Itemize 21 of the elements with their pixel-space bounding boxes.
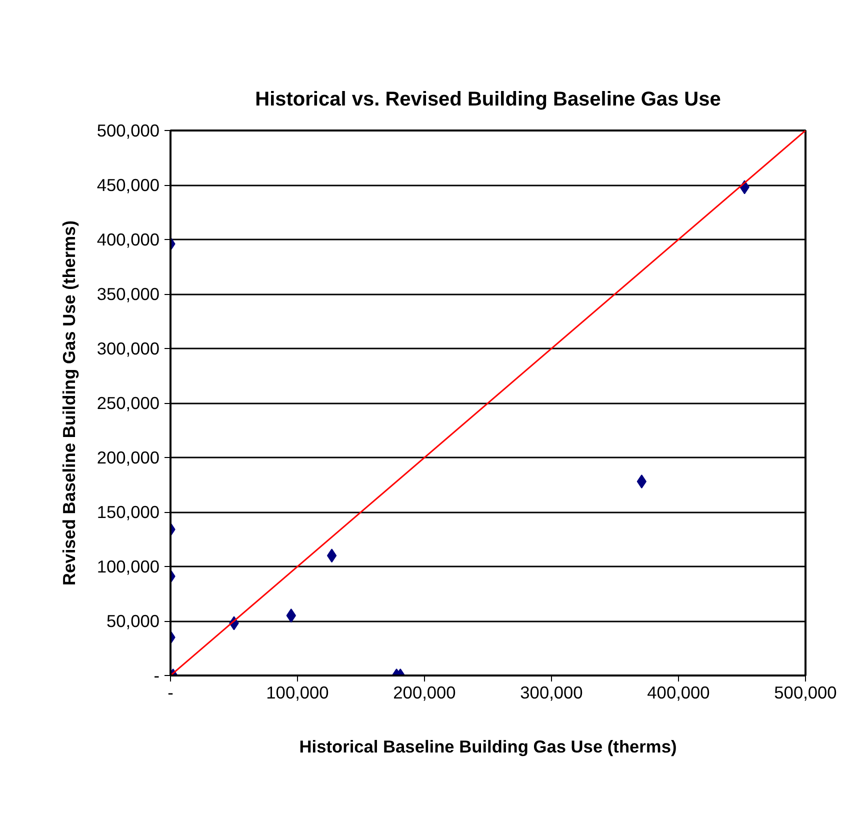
x-tick-label: -	[168, 682, 174, 702]
y-tick-label: 450,000	[96, 175, 160, 195]
y-tick-label: 150,000	[96, 502, 160, 522]
y-tick-label: 300,000	[96, 338, 160, 358]
chart-title: Historical vs. Revised Building Baseline Gas Use	[255, 88, 721, 110]
x-tick-label: 500,000	[774, 682, 837, 702]
y-tick-label: 250,000	[96, 393, 160, 413]
y-tick-label: -	[154, 666, 160, 686]
point	[636, 474, 647, 488]
y-tick-label: 400,000	[96, 230, 160, 250]
y-tick-label: 200,000	[96, 448, 160, 468]
x-tick-label: 300,000	[520, 682, 583, 702]
x-axis-title: Historical Baseline Building Gas Use (therms)	[299, 736, 677, 756]
y-tick-label: 50,000	[106, 611, 160, 631]
x-tick-label: 200,000	[393, 682, 456, 702]
y-tick-label: 350,000	[96, 284, 160, 304]
y-tick-label: 100,000	[96, 556, 160, 576]
x-tick-label: 100,000	[266, 682, 329, 702]
y-tick-label: 500,000	[96, 120, 160, 140]
y-axis-title: Revised Baseline Building Gas Use (therms)	[58, 220, 79, 586]
x-tick-label: 400,000	[647, 682, 710, 702]
